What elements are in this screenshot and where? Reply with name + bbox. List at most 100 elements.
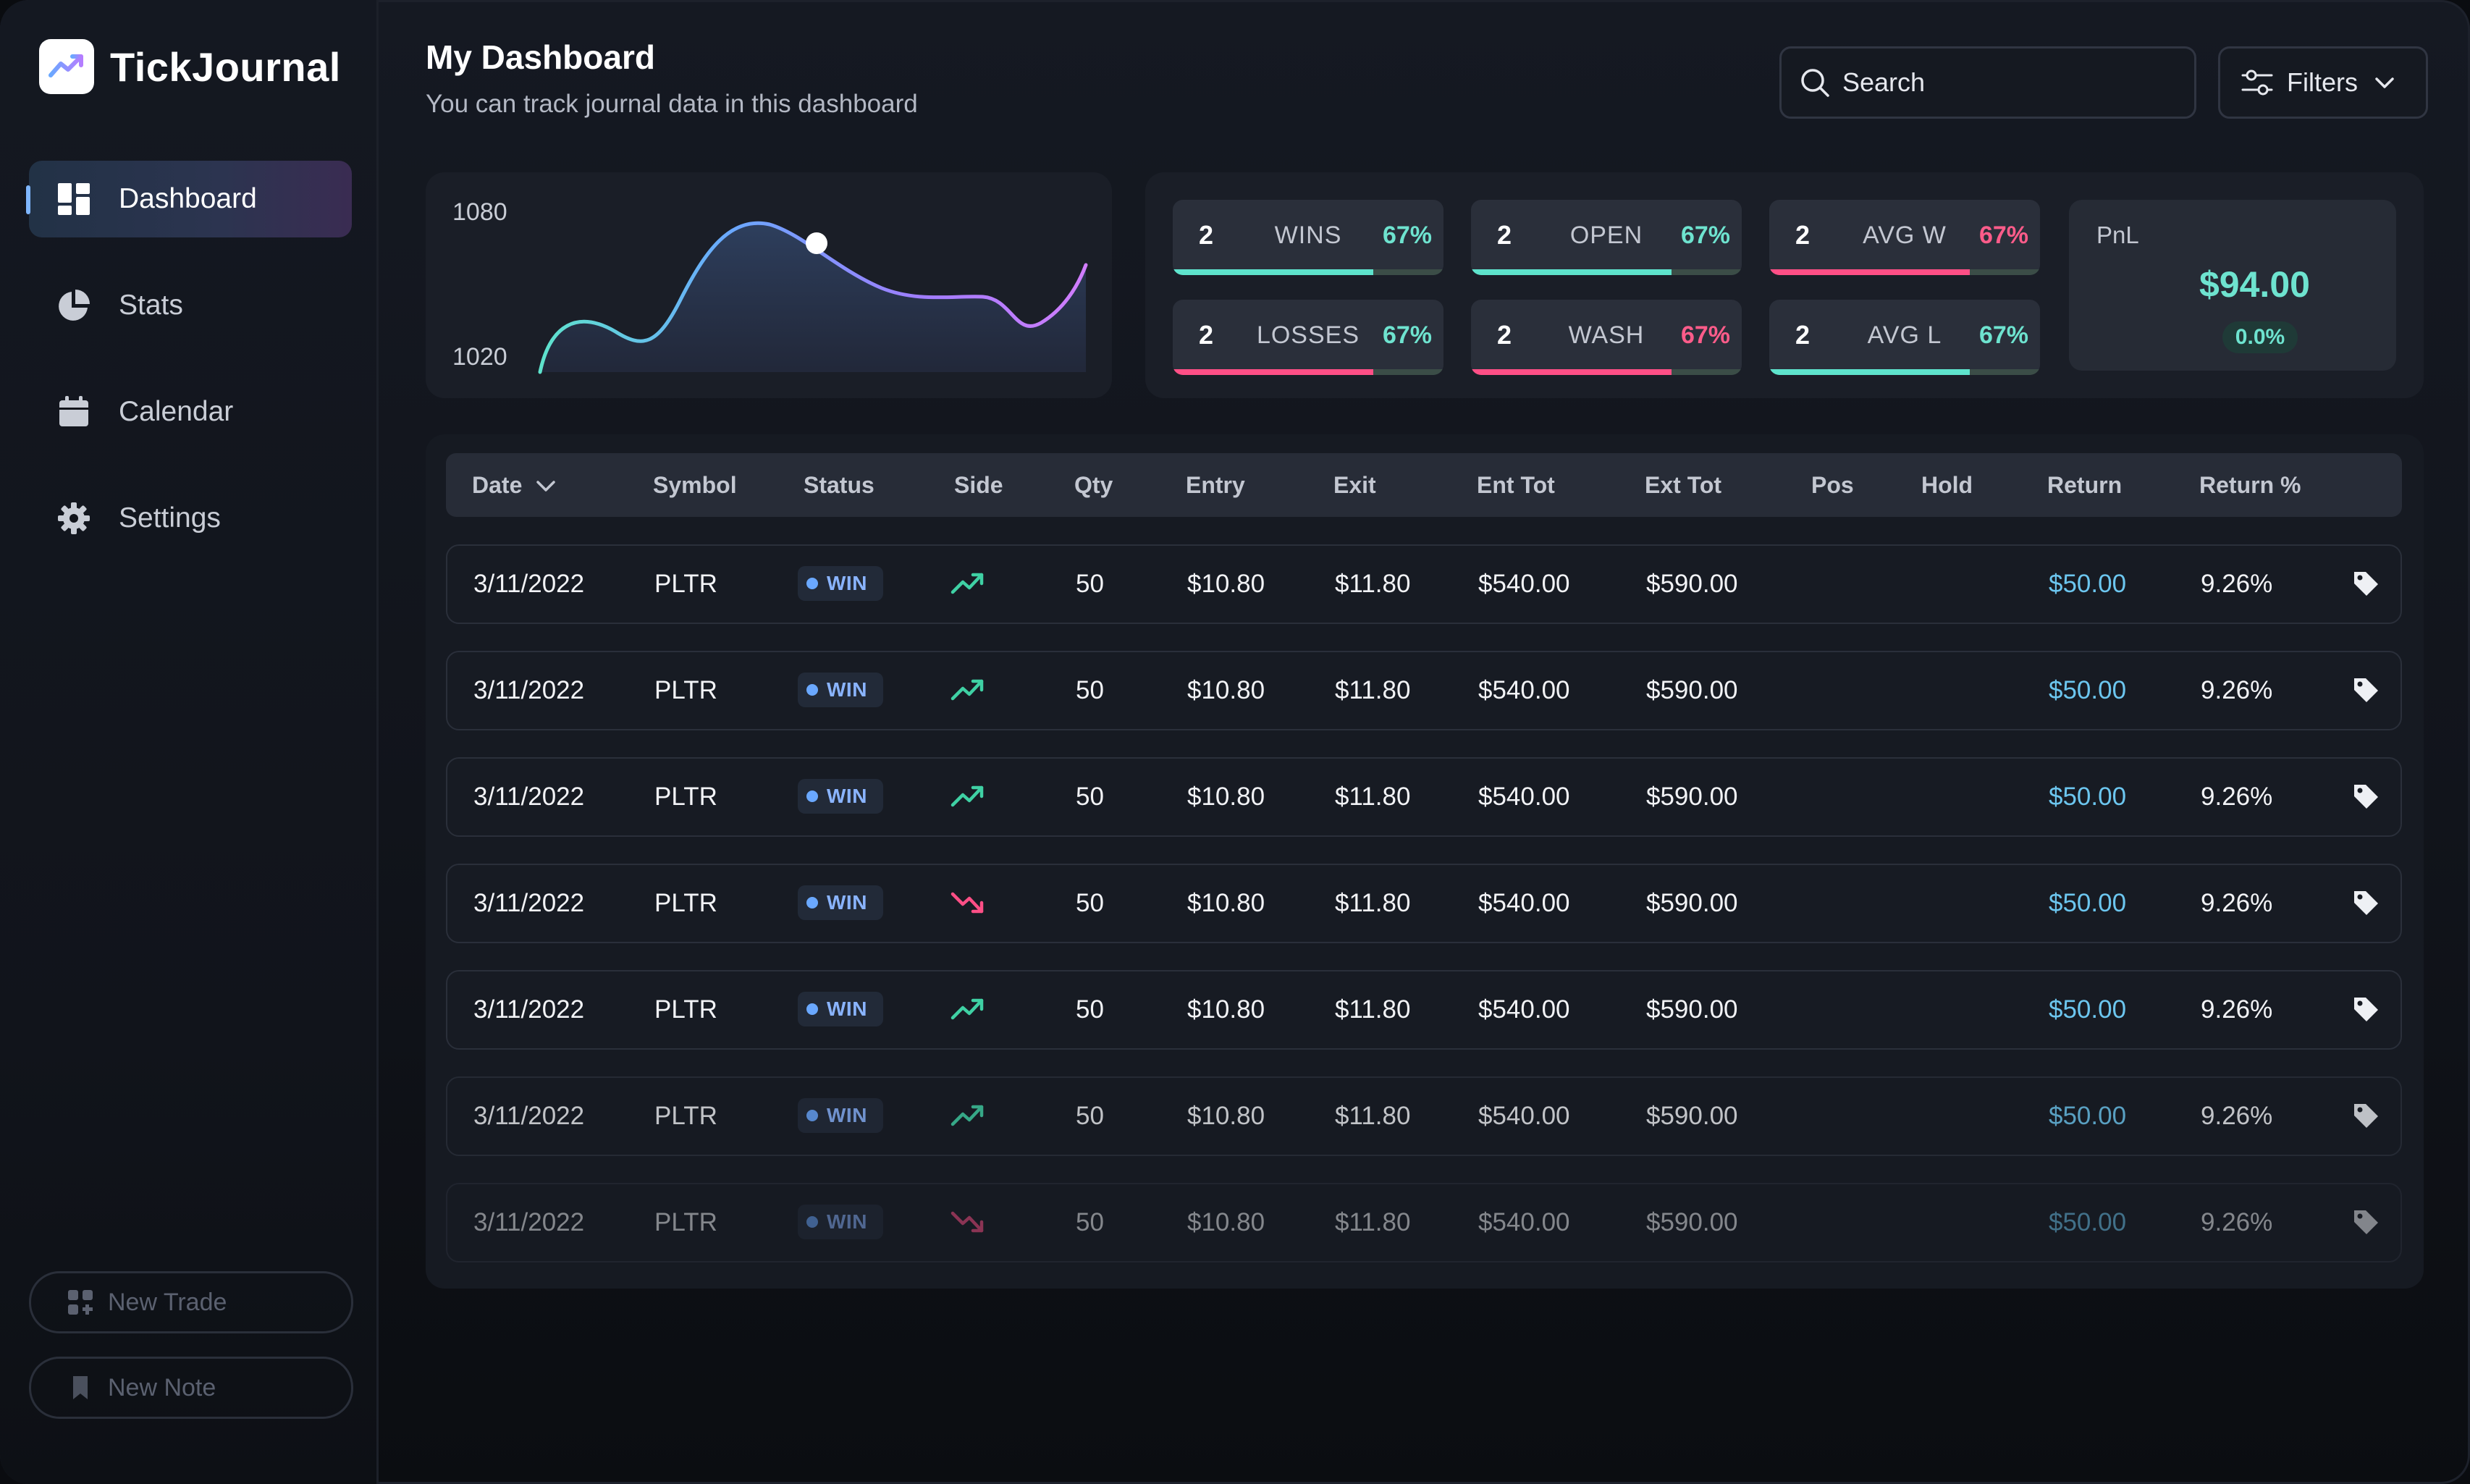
table-row[interactable]: 3/11/2022 PLTR 50 $10.80 $11.80 $540.00 $590.0… [446,970,2402,1050]
cell-return-pct: 9.26% [2201,570,2273,598]
trend-up-icon [950,675,986,704]
add-grid-icon [66,1288,95,1317]
table-row[interactable]: 3/11/2022 PLTR 50 $10.80 $11.80 $540.00 $590.0… [446,651,2402,730]
cell-ent-tot: $540.00 [1478,676,1570,704]
stat-avg-loss[interactable]: 2 AVG L 67% [1769,300,2040,375]
tag-icon[interactable] [2351,675,2380,704]
cell-symbol: PLTR [654,1208,717,1236]
sidebar-item-stats[interactable]: Stats [29,267,352,344]
stat-wash[interactable]: 2 WASH 67% [1471,300,1742,375]
cell-date: 3/11/2022 [473,995,585,1024]
column-header-return[interactable]: Return [2047,472,2123,498]
tag-icon[interactable] [2351,888,2380,917]
cell-ext-tot: $590.00 [1646,889,1738,917]
stat-progress-bar [1769,369,2040,375]
stat-progress-fill [1769,269,1970,275]
y-axis-max-label: 1080 [452,198,507,226]
column-header-pos[interactable]: Pos [1811,472,1854,498]
tag-icon[interactable] [2351,1207,2380,1236]
sidebar-nav: Dashboard Stats Calendar Settings [26,161,352,586]
sidebar-item-calendar[interactable]: Calendar [29,374,352,450]
column-header-status[interactable]: Status [804,472,874,498]
table-row[interactable]: 3/11/2022 PLTR 50 $10.80 $11.80 $540.00 $590.0… [446,1076,2402,1156]
stat-percent: 67% [1680,321,1730,349]
column-header-hold[interactable]: Hold [1921,472,1973,498]
cell-return-pct: 9.26% [2201,995,2273,1024]
cell-qty: 50 [1076,676,1104,704]
cell-return: $50.00 [2049,570,2127,598]
column-header-ext-tot[interactable]: Ext Tot [1645,472,1722,498]
status-text: WIN [827,785,867,807]
cell-exit: $11.80 [1335,1208,1411,1236]
tag-icon[interactable] [2351,1101,2380,1130]
column-header-label: Date [472,472,523,498]
cell-entry: $10.80 [1187,1208,1265,1236]
cell-qty: 50 [1076,995,1104,1024]
table-row[interactable]: 3/11/2022 PLTR 50 $10.80 $11.80 $540.00 $590.0… [446,1183,2402,1262]
balance-chart-card: 1080 1020 [426,172,1112,398]
cell-date: 3/11/2022 [473,1208,585,1236]
cell-date: 3/11/2022 [473,889,585,917]
stat-progress-bar [1471,369,1742,375]
pnl-value: $94.00 [2199,264,2310,305]
column-header-exit[interactable]: Exit [1333,472,1376,498]
tag-icon[interactable] [2351,569,2380,598]
column-header-qty[interactable]: Qty [1074,472,1113,498]
filters-button[interactable]: Filters [2218,46,2428,119]
page-title: My Dashboard [426,38,655,76]
sidebar-item-dashboard[interactable]: Dashboard [26,161,352,237]
column-header-symbol[interactable]: Symbol [653,472,737,498]
stat-progress-bar [1173,269,1443,275]
column-header-entry[interactable]: Entry [1186,472,1245,498]
stat-percent: 67% [1978,321,2028,349]
pnl-tile[interactable]: PnL $94.00 0.0% [2069,200,2396,371]
column-header-date[interactable]: Date [472,472,557,499]
cell-return: $50.00 [2049,676,2127,704]
sidebar: TickJournal Dashboard Stats Calendar [0,0,379,1484]
search-input[interactable] [1841,67,2177,98]
cell-ent-tot: $540.00 [1478,1102,1570,1130]
table-row[interactable]: 3/11/2022 PLTR 50 $10.80 $11.80 $540.00 $590.0… [446,864,2402,943]
tag-icon[interactable] [2351,995,2380,1024]
trend-up-icon [950,1101,986,1130]
cell-ext-tot: $590.00 [1646,995,1738,1024]
cell-exit: $11.80 [1335,570,1411,598]
cell-entry: $10.80 [1187,676,1265,704]
cell-entry: $10.80 [1187,995,1265,1024]
stat-progress-fill [1173,269,1373,275]
table-header: Date Symbol Status Side Qty Entry Exit E… [446,453,2402,517]
table-row[interactable]: 3/11/2022 PLTR 50 $10.80 $11.80 $540.00 $590.0… [446,757,2402,837]
status-badge: WIN [798,885,883,920]
column-header-side[interactable]: Side [954,472,1003,498]
pnl-change-badge: 0.0% [2222,321,2298,353]
stat-progress-fill [1769,369,1970,375]
column-header-return-pct[interactable]: Return % [2199,472,2301,498]
tag-icon[interactable] [2351,782,2380,811]
new-note-button[interactable]: New Note [29,1357,353,1419]
stat-open[interactable]: 2 OPEN 67% [1471,200,1742,275]
stat-avg-win[interactable]: 2 AVG W 67% [1769,200,2040,275]
stat-count: 2 [1497,220,1512,250]
new-trade-button[interactable]: New Trade [29,1271,353,1333]
cell-return: $50.00 [2049,1102,2127,1130]
cell-entry: $10.80 [1187,570,1265,598]
status-badge: WIN [798,1205,883,1239]
cell-symbol: PLTR [654,889,717,917]
stat-wins[interactable]: 2 WINS 67% [1173,200,1443,275]
stat-losses[interactable]: 2 LOSSES 67% [1173,300,1443,375]
stat-progress-bar [1471,269,1742,275]
cell-return: $50.00 [2049,995,2127,1024]
sidebar-item-settings[interactable]: Settings [29,480,352,557]
cell-exit: $11.80 [1335,995,1411,1024]
status-badge: WIN [798,566,883,601]
app-logo[interactable]: TickJournal [39,39,341,94]
column-header-ent-tot[interactable]: Ent Tot [1477,472,1555,498]
cell-ext-tot: $590.00 [1646,1208,1738,1236]
status-text: WIN [827,1104,867,1126]
search-box[interactable] [1779,46,2196,119]
cell-qty: 50 [1076,889,1104,917]
cell-symbol: PLTR [654,995,717,1024]
stat-label: AVG W [1863,222,1947,249]
stat-count: 2 [1199,220,1214,250]
table-row[interactable]: 3/11/2022 PLTR 50 $10.80 $11.80 $540.00 $590.0… [446,544,2402,624]
